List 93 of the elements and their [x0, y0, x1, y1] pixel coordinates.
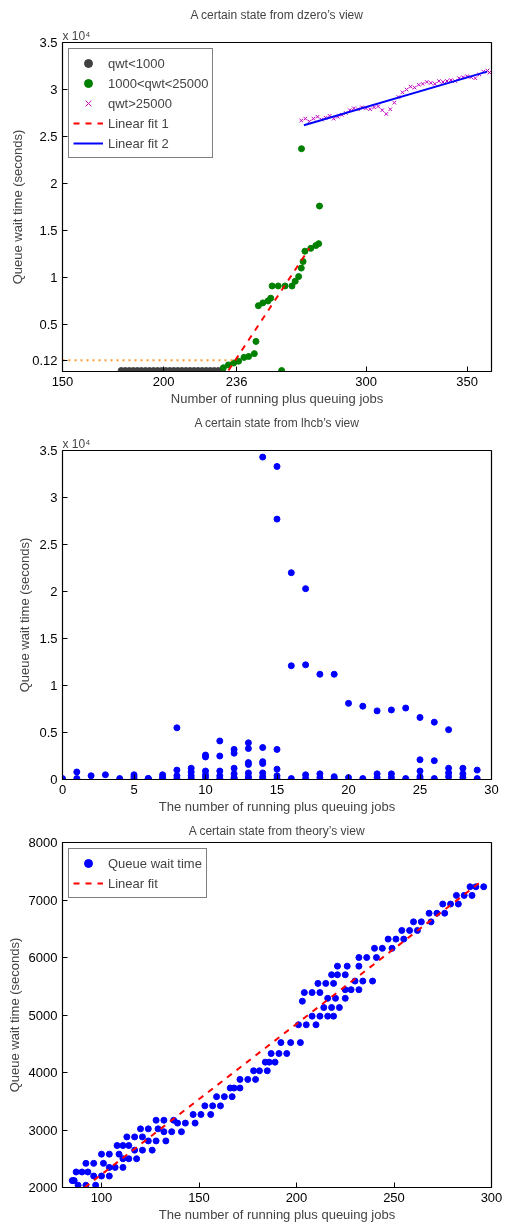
- y-tick-label: 6000: [28, 950, 58, 965]
- x-tick-label: 30: [484, 781, 499, 797]
- x-tick-label: 236: [225, 373, 248, 389]
- annotation: x 10⁴: [62, 28, 91, 43]
- y-tick-label: 2000: [28, 1180, 58, 1195]
- legend-label: Linear fit 2: [108, 135, 169, 151]
- point: [375, 104, 381, 109]
- x-tick-label: 100: [90, 1189, 113, 1205]
- x-tick-label: 150: [51, 373, 74, 389]
- chart-title: A certain state from dzero’s view: [190, 7, 364, 22]
- point: [351, 106, 357, 111]
- legend-label: Queue wait time: [108, 855, 202, 871]
- chart-title: A certain state from lhcb’s view: [194, 415, 360, 430]
- x-tick-label: 5: [130, 781, 138, 797]
- y-tick-label: 2: [50, 584, 58, 599]
- point: [408, 84, 413, 89]
- point: [388, 106, 393, 112]
- point: [297, 145, 305, 153]
- point: [420, 81, 425, 87]
- point: [252, 337, 260, 345]
- point: [400, 90, 405, 95]
- y-tick-label: 1: [50, 270, 58, 285]
- y-tick-label: 3000: [28, 1122, 58, 1138]
- x-axis-title: The number of running plus queuing jobs: [158, 1206, 396, 1222]
- x-axis-title: The number of running plus queuing jobs: [158, 798, 396, 814]
- x-tick-label: 15: [269, 781, 285, 797]
- y-tick-label: 1.5: [39, 631, 58, 646]
- point: [428, 80, 434, 86]
- x-tick-label: 10: [198, 781, 213, 797]
- y-tick-label: 2.5: [39, 537, 58, 552]
- y-tick-label: 1: [50, 678, 58, 693]
- point: [392, 100, 397, 105]
- y-tick-label: 3.5: [39, 443, 58, 458]
- point: [416, 82, 421, 88]
- y-tick-label: 8000: [28, 835, 58, 850]
- y-tick-label: 2: [50, 176, 58, 191]
- point: [245, 352, 253, 360]
- point: [301, 247, 309, 255]
- y-tick-label: 3: [50, 490, 58, 505]
- point: [432, 81, 438, 87]
- point: [295, 273, 303, 281]
- x-tick-label: 150: [188, 1189, 210, 1205]
- point: [250, 350, 258, 358]
- point: [299, 118, 304, 123]
- point: [288, 282, 296, 290]
- point: [412, 85, 417, 90]
- legend-label: 1000<qwt<25000: [108, 75, 209, 91]
- point: [268, 282, 276, 290]
- point: [424, 79, 430, 85]
- point: [254, 302, 262, 310]
- legend-label: Linear fit: [108, 875, 158, 891]
- annotation: x 10⁴: [62, 436, 91, 451]
- point: [315, 114, 320, 120]
- y-axis-title: Queue wait time (seconds): [6, 937, 22, 1093]
- y-axis-title: Queue wait time (seconds): [10, 129, 26, 285]
- legend-label: Linear fit 1: [108, 115, 169, 131]
- point: [436, 78, 442, 84]
- x-tick-label: 300: [480, 1189, 503, 1205]
- x-tick-label: 20: [341, 781, 356, 797]
- y-tick-label: 7000: [28, 892, 58, 908]
- y-axis-title: Queue wait time (seconds): [17, 537, 33, 693]
- x-tick-label: 25: [412, 781, 428, 797]
- x-tick-label: 300: [355, 373, 377, 389]
- x-tick-label: 250: [383, 1189, 405, 1205]
- x-tick-label: 200: [152, 373, 175, 389]
- point: [440, 79, 446, 85]
- legend-label: qwt<1000: [108, 55, 165, 71]
- point: [297, 264, 305, 272]
- point: [311, 116, 316, 121]
- y-tick-label: 5000: [28, 1007, 58, 1023]
- point: [303, 116, 308, 121]
- point: [379, 107, 385, 113]
- y-tick-label: 3.5: [39, 35, 58, 50]
- point: [367, 106, 373, 112]
- x-tick-label: 200: [285, 1189, 308, 1205]
- y-tick-label: 1.5: [39, 223, 58, 238]
- x-axis-title: Number of running plus queuing jobs: [170, 390, 384, 406]
- point: [473, 75, 478, 81]
- point: [274, 282, 282, 290]
- point: [327, 113, 332, 119]
- point: [316, 202, 323, 210]
- legend-label: qwt>25000: [108, 95, 172, 111]
- y-tick-label: 0.12: [32, 352, 58, 368]
- y-tick-label: 0.5: [39, 317, 58, 332]
- x-tick-label: 350: [456, 373, 479, 389]
- point: [371, 105, 377, 110]
- y-tick-label: 2.5: [39, 129, 58, 144]
- y-tick-label: 3: [50, 82, 58, 97]
- chart-title: A certain state from theory’s view: [188, 823, 365, 838]
- point: [384, 111, 389, 117]
- point: [291, 277, 299, 285]
- y-tick-label: 4000: [28, 1065, 58, 1080]
- y-tick-label: 0.5: [39, 725, 58, 740]
